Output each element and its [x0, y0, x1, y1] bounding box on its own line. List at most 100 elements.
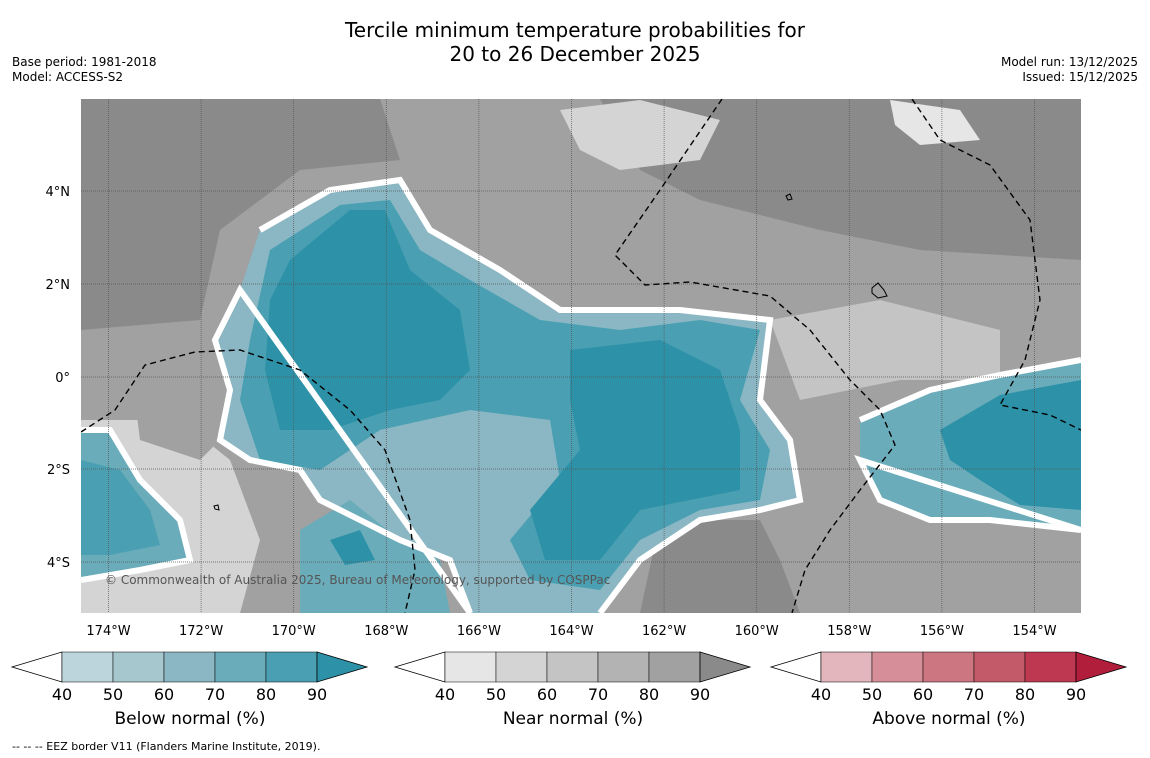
- near-normal-70-east: [770, 300, 1000, 400]
- colorbar-tick: 60: [154, 685, 174, 704]
- colorbar-segment: [871, 651, 924, 683]
- copyright-notice: © Commonwealth of Australia 2025, Bureau…: [105, 573, 610, 587]
- colorbar-segment: [820, 651, 873, 683]
- map-title-line2: 20 to 26 December 2025: [449, 42, 701, 66]
- colorbar-label-above: Above normal (%): [872, 709, 1026, 729]
- island-tabuaeran: [785, 193, 793, 201]
- lat-label: 2°S: [47, 463, 70, 478]
- lon-label: 162°W: [642, 624, 686, 639]
- near-normal-80-southwest: [130, 350, 240, 460]
- lon-label: 154°W: [1012, 624, 1056, 639]
- lat-label: 4°S: [47, 556, 70, 571]
- colorbar-arrow-left: [10, 651, 63, 683]
- near-normal-60-patch: [560, 100, 720, 170]
- lat-label: 0°: [55, 371, 70, 386]
- colorbar-tick: 40: [811, 685, 831, 704]
- colorbar-tick: 90: [1066, 685, 1086, 704]
- below-normal-90-center: [530, 340, 740, 560]
- lon-label: 164°W: [549, 624, 593, 639]
- map-title: Tercile minimum temperature probabilitie…: [0, 18, 1150, 66]
- colorbar-segment: [495, 651, 548, 683]
- colorbar-segment: [444, 651, 497, 683]
- lon-label: 168°W: [364, 624, 408, 639]
- colorbar-arrow-right: [1075, 651, 1128, 683]
- colorbar-tick: 80: [256, 685, 276, 704]
- colorbar-label-near: Near normal (%): [502, 709, 644, 729]
- eez-border-east: [911, 99, 1081, 431]
- near-normal-50-patch: [890, 100, 980, 145]
- lon-label: 166°W: [457, 624, 501, 639]
- base-period-text: Base period: 1981-2018: [12, 55, 157, 69]
- colorbar-segment: [112, 651, 165, 683]
- colorbar-tick: 80: [639, 685, 659, 704]
- colorbar-tick: 60: [913, 685, 933, 704]
- colorbar-tick: 90: [690, 685, 710, 704]
- map-axis-labels: 4°N 2°N 0° 2°S 4°S 174°W 172°W 170°W 168°W 166°W 1…: [46, 185, 1057, 639]
- lon-label: 170°W: [272, 624, 316, 639]
- meta-right: Model run: 13/12/2025 Issued: 15/12/2025: [1001, 55, 1138, 85]
- colorbar-tick: 40: [52, 685, 72, 704]
- colorbar-segment: [163, 651, 216, 683]
- below-normal-40-contour-southwest: [81, 427, 194, 583]
- below-normal-80-southwest: [81, 460, 160, 555]
- colorbars: 40 50 60 70 80 90 40 50 60 70 80 90 40 50 60 70 80 90: [10, 651, 1128, 704]
- eez-footnote: -- -- -- EEZ border V11 (Flanders Marine…: [12, 740, 321, 753]
- meta-left: Base period: 1981-2018 Model: ACCESS-S2: [12, 55, 157, 85]
- below-normal-40-contour-east: [854, 357, 1081, 533]
- colorbar-tick: 60: [537, 685, 557, 704]
- colorbar-tick: 40: [435, 685, 455, 704]
- colorbar-segment: [1024, 651, 1077, 683]
- below-normal-90-west: [265, 210, 470, 430]
- colorbar-segment: [648, 651, 701, 683]
- eez-border-center: [614, 99, 896, 613]
- near-normal-90-northwest: [81, 99, 400, 330]
- colorbar-0: 40 50 60 70 80 90: [10, 651, 369, 704]
- below-normal-90-south-patch: [330, 530, 375, 565]
- near-normal-90-north: [81, 99, 1081, 260]
- lon-label: 172°W: [179, 624, 223, 639]
- colorbar-tick: 90: [307, 685, 327, 704]
- lon-label: 160°W: [735, 624, 779, 639]
- colorbar-arrow-left: [769, 651, 822, 683]
- colorbar-segment: [61, 651, 114, 683]
- colorbar-1: 40 50 60 70 80 90: [393, 651, 752, 704]
- map-field: © Commonwealth of Australia 2025, Bureau…: [81, 99, 1081, 613]
- eez-border-west: [81, 349, 416, 613]
- below-normal-70-south: [300, 500, 450, 613]
- colorbar-label-below: Below normal (%): [114, 709, 266, 729]
- lon-label: 156°W: [920, 624, 964, 639]
- near-normal-80-southeast: [820, 510, 1081, 613]
- colorbar-segment: [973, 651, 1026, 683]
- colorbar-tick: 70: [588, 685, 608, 704]
- colorbar-tick: 80: [1015, 685, 1035, 704]
- lat-label: 2°N: [46, 278, 71, 293]
- colorbar-tick: 70: [964, 685, 984, 704]
- model-run-text: Model run: 13/12/2025: [1000, 55, 1138, 69]
- island-kiritimati: [871, 282, 888, 299]
- below-normal-90-east: [940, 380, 1081, 510]
- model-text: Model: ACCESS-S2: [12, 70, 124, 84]
- lon-label: 158°W: [827, 624, 871, 639]
- colorbar-segment: [546, 651, 599, 683]
- colorbar-arrow-left: [393, 651, 446, 683]
- colorbar-tick: 70: [205, 685, 225, 704]
- colorbar-arrow-right: [316, 651, 369, 683]
- lon-label: 174°W: [86, 624, 130, 639]
- island-small-west: [213, 504, 220, 511]
- near-normal-90-south: [640, 520, 800, 613]
- colorbar-segment: [922, 651, 975, 683]
- colorbar-segment: [597, 651, 650, 683]
- colorbar-tick: 50: [862, 685, 882, 704]
- colorbar-segment: [214, 651, 267, 683]
- below-normal-40-contour-west: [211, 176, 804, 613]
- colorbar-segment: [265, 651, 318, 683]
- colorbar-tick: 50: [486, 685, 506, 704]
- colorbar-2: 40 50 60 70 80 90: [769, 651, 1128, 704]
- colorbar-arrow-right: [699, 651, 752, 683]
- issued-text: Issued: 15/12/2025: [1022, 70, 1138, 84]
- lat-label: 4°N: [46, 185, 71, 200]
- probability-map: © Commonwealth of Australia 2025, Bureau…: [10, 99, 1128, 704]
- map-gridlines: [81, 99, 1081, 613]
- colorbar-tick: 50: [103, 685, 123, 704]
- map-title-line1: Tercile minimum temperature probabilitie…: [344, 18, 806, 42]
